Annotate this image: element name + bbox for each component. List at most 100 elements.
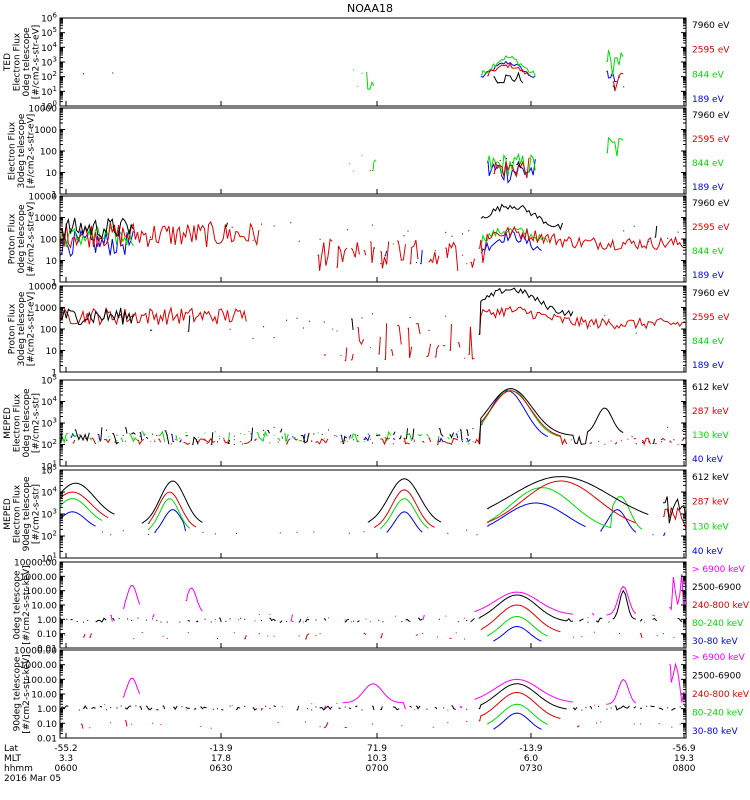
y-tick-label: 105 [41,464,57,477]
trace-2595 eV [60,306,687,362]
y-axis-label: [#/cm2-s-str-eV] [27,292,37,367]
y-tick-label: 103 [41,508,57,521]
trace-line [487,159,536,184]
trace-130 keV [60,487,643,530]
trace-612 keV [60,388,683,446]
panel-meped-proton-90deg: 0.01 0.10 1.00 10.00 100.00 1000.00 10000.0090… [12,647,750,745]
trace-2595 eV [369,157,530,179]
x-tick-label: 10.3 [367,754,387,764]
trace-7960 eV [60,71,625,89]
trace-40 keV [60,390,549,443]
y-axis-label: Proton Flux [8,213,18,264]
legend-entry: 240-800 keV [692,601,750,611]
y-tick-label: 0.01 [37,735,57,745]
y-axis-label: [#/cm2-s-str-eV] [27,202,37,277]
y-tick-label: 100 [41,100,57,113]
trace-line [493,625,542,642]
trace-line [62,691,681,729]
y-axis-label: TED [3,53,13,72]
y-tick-label: 10 [46,347,58,357]
legend-entry: 287 keV [692,498,729,508]
trace-80-240 keV [487,615,548,637]
y-tick-label: 0.10 [37,720,57,730]
legend-entry: 2595 eV [692,313,730,323]
x-axis: Lat -55.2 -13.9 71.9 -13.9 -56.9 MLT 3.3 17.8 10.… [4,744,696,784]
legend-entry: 844 eV [692,337,725,347]
legend-entry: 30-80 keV [692,727,738,737]
y-tick-label: 0.01 [37,645,57,655]
y-tick-label: 10000 [28,105,57,115]
y-tick-label: 102 [41,438,57,451]
trace-844 eV [353,49,624,90]
y-tick-label: 1000.00 [20,573,57,583]
y-tick-label: 1000 [34,126,57,136]
y-tick-label: 1000 [34,304,57,314]
x-tick-label: 0800 [673,764,696,774]
trace-line [487,615,548,637]
trace-line [353,49,624,90]
y-tick-label: 100 [40,326,57,336]
y-tick-label: 10000.00 [14,647,57,657]
y-tick-label: 100.00 [26,676,58,686]
x-tick-label: 0600 [55,764,78,774]
y-axis-label: Proton Flux [8,303,18,354]
y-axis-label: 0deg telescope [22,388,32,458]
panel-frame [59,561,687,649]
legend-entry: 2595 eV [692,135,730,145]
legend-entry: > 6900 keV [692,565,746,575]
x-tick-label: 0700 [366,764,389,774]
y-tick-label: 104 [41,41,57,54]
x-tick-label: -56.9 [672,744,696,754]
trace-line [64,604,683,640]
trace-2500-6900 [60,589,687,623]
trace-30-80 keV [493,712,542,730]
x-row-label: Lat [4,744,19,754]
x-tick-label: -13.9 [209,744,233,754]
y-axis-label: Electron Flux [12,484,22,543]
legend-entry: 844 eV [692,247,725,257]
y-axis-label: [#/cm2-s-str-keV] [22,654,32,733]
trace-7960 eV [60,203,679,243]
legend-entry: 2595 eV [692,46,730,56]
y-tick-label: 101 [41,85,57,98]
legend-entry: 189 eV [692,95,725,105]
x-tick-label: 6.0 [524,754,539,764]
panel-frame [59,107,687,195]
y-axis-label: MEPED [3,407,13,439]
trace-line [60,683,687,711]
x-tick-label: 17.8 [211,754,231,764]
y-axis-label: Electron Flux [12,32,22,91]
trace-line [60,390,549,443]
legend-entry: > 6900 keV [692,653,746,663]
trace-line [60,476,687,524]
trace-line [60,229,542,265]
y-tick-label: 104 [41,486,57,499]
trace-40 keV [60,502,666,536]
trace-189 eV [60,229,542,265]
y-tick-label: 105 [41,26,57,39]
trace-line [60,225,549,247]
legend-entry: 7960 eV [692,21,730,31]
trace-line [60,487,643,530]
y-tick-label: 104 [41,395,57,408]
panel-meped-proton-0deg: 0.010.101.0010.00100.001000.0010000.000d… [12,559,750,655]
y-axis-label: 0deg telescope [22,27,32,97]
x-tick-label: 19.3 [674,754,694,764]
trace-189 eV [487,159,536,184]
y-axis-label: MEPED [3,498,13,530]
y-tick-label: 10 [46,169,58,179]
trace-line [62,390,685,446]
panel-frame [59,17,687,107]
trace-line [480,60,617,83]
trace-2500-6900 [60,683,687,711]
y-tick-label: 102 [41,530,57,543]
legend-entry: 130 keV [692,431,729,441]
trace-287 keV [62,390,685,446]
y-axis-label: 90deg telescope [22,476,32,551]
y-tick-label: 10000.00 [14,559,57,569]
plot-title: NOAA18 [347,2,393,15]
trace-line [60,203,679,243]
legend-entry: 240-800 keV [692,690,750,700]
trace-2595 eV [487,62,624,92]
trace-line [493,712,542,730]
